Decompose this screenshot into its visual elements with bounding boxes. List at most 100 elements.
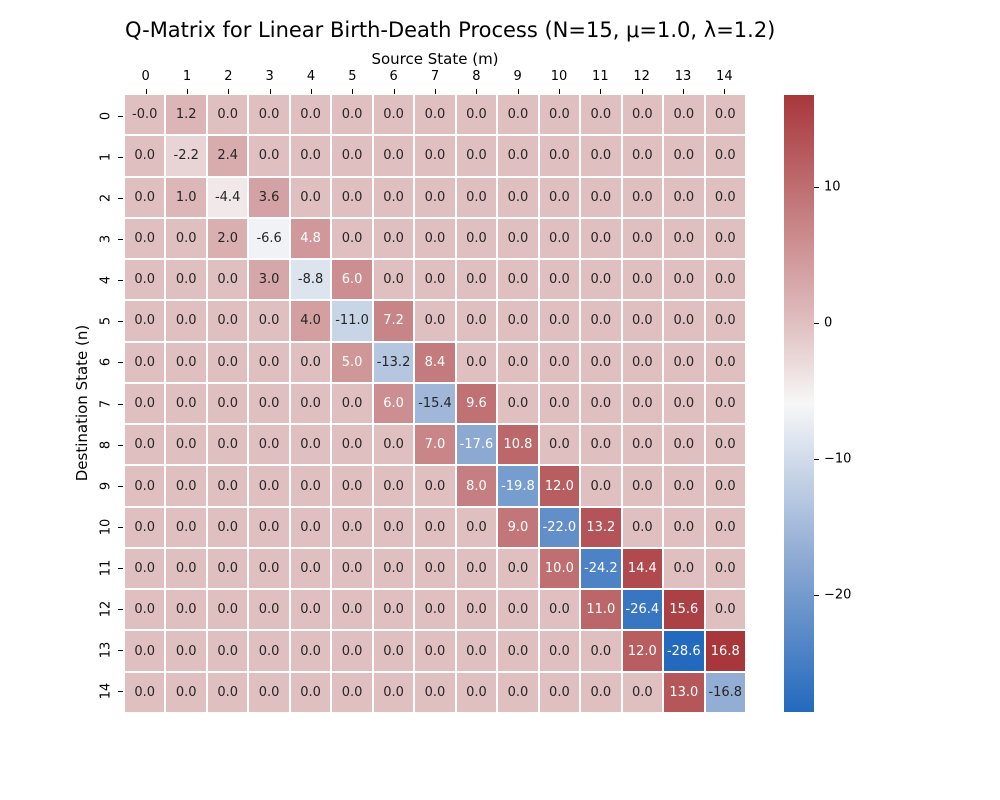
- y-tick-mark: [118, 238, 123, 240]
- x-tick-mark: [352, 89, 354, 94]
- chart-title: Q-Matrix for Linear Birth-Death Process …: [125, 18, 776, 42]
- heatmap-cell: 0.0: [290, 507, 331, 547]
- heatmap-cell: -4.4: [207, 177, 248, 217]
- heatmap-cell: 0.0: [581, 466, 621, 506]
- heatmap-cell: 0.0: [373, 95, 414, 135]
- colorbar-tick-mark: [814, 323, 819, 325]
- y-tick-mark: [118, 650, 123, 652]
- heatmap-cell: 0.0: [207, 548, 248, 589]
- heatmap-cell: -0.0: [125, 95, 165, 135]
- heatmap-cell: 0.0: [622, 672, 663, 712]
- heatmap-cell: 0.0: [125, 507, 165, 547]
- x-tick-label: 13: [674, 69, 692, 84]
- heatmap-cell: 0.0: [456, 260, 497, 300]
- y-tick-mark: [118, 444, 123, 446]
- heatmap-cell: 0.0: [456, 342, 497, 382]
- heatmap-cell: -15.4: [415, 383, 455, 424]
- heatmap-cell: 0.0: [622, 301, 663, 341]
- heatmap-cell: 13.0: [664, 672, 704, 712]
- heatmap-cell: 0.0: [373, 672, 414, 712]
- heatmap-cell: -22.0: [539, 507, 580, 547]
- heatmap-cell: 0.0: [290, 425, 331, 465]
- heatmap-cell: 0.0: [332, 95, 372, 135]
- heatmap-cell: 0.0: [125, 548, 165, 589]
- heatmap-cell: 0.0: [249, 425, 289, 465]
- heatmap-cell: 10.0: [539, 548, 580, 589]
- x-tick-mark: [435, 89, 436, 94]
- heatmap-cell: 12.0: [539, 466, 580, 506]
- heatmap-cell: 0.0: [332, 672, 372, 712]
- heatmap-cell: 0.0: [622, 342, 663, 382]
- heatmap-cell: 0.0: [498, 383, 538, 424]
- heatmap-cell: 0.0: [207, 631, 248, 671]
- y-tick-label: 9: [98, 481, 114, 490]
- x-tick-label: 6: [389, 69, 398, 84]
- colorbar-tick-label: 0: [824, 315, 833, 331]
- y-tick-label: 7: [98, 399, 114, 408]
- heatmap-cell: 0.0: [249, 95, 289, 135]
- heatmap-cell: 0.0: [332, 177, 372, 217]
- y-tick-label: 5: [98, 317, 114, 326]
- heatmap-cell: 0.0: [166, 466, 206, 506]
- heatmap-cell: 0.0: [207, 342, 248, 382]
- heatmap-cell: 0.0: [539, 631, 580, 671]
- y-tick-mark: [118, 362, 123, 364]
- heatmap-cell: 0.0: [622, 136, 663, 176]
- heatmap-cell: 0.0: [539, 342, 580, 382]
- heatmap-cell: 0.0: [705, 136, 745, 176]
- heatmap-cell: 0.0: [664, 507, 704, 547]
- heatmap-cell: 0.0: [539, 177, 580, 217]
- heatmap-cell: 14.4: [622, 548, 663, 589]
- heatmap-cell: 0.0: [705, 177, 745, 217]
- heatmap-cell: 0.0: [705, 95, 745, 135]
- heatmap-cell: 0.0: [581, 342, 621, 382]
- heatmap-cell: 0.0: [373, 590, 414, 630]
- x-tick-mark: [517, 89, 519, 94]
- heatmap-cell: 0.0: [498, 672, 538, 712]
- heatmap-cell: 2.0: [207, 218, 248, 259]
- heatmap-cell: 0.0: [290, 177, 331, 217]
- y-tick-label: 10: [98, 518, 114, 536]
- heatmap-cell: 0.0: [249, 301, 289, 341]
- heatmap-cell: 0.0: [664, 383, 704, 424]
- heatmap-cell: 0.0: [125, 136, 165, 176]
- heatmap-cell: 0.0: [415, 548, 455, 589]
- heatmap-cell: 0.0: [166, 631, 206, 671]
- heatmap-cell: 0.0: [415, 466, 455, 506]
- heatmap-cell: 0.0: [125, 177, 165, 217]
- heatmap-cell: 0.0: [207, 590, 248, 630]
- heatmap-cell: 0.0: [415, 672, 455, 712]
- heatmap-cell: 0.0: [415, 95, 455, 135]
- heatmap-cell: 0.0: [664, 301, 704, 341]
- heatmap-cell: 0.0: [373, 466, 414, 506]
- heatmap-cell: 0.0: [249, 342, 289, 382]
- heatmap-cell: 0.0: [207, 672, 248, 712]
- heatmap-cell: 0.0: [166, 548, 206, 589]
- heatmap-cell: 0.0: [622, 466, 663, 506]
- heatmap-cell: 0.0: [539, 425, 580, 465]
- y-tick-mark: [118, 156, 123, 158]
- heatmap-cell: 0.0: [125, 672, 165, 712]
- heatmap-cell: 0.0: [622, 260, 663, 300]
- heatmap-cell: 0.0: [166, 260, 206, 300]
- heatmap-cell: 6.0: [332, 260, 372, 300]
- heatmap-cell: 0.0: [705, 507, 745, 547]
- heatmap-cell: 0.0: [166, 342, 206, 382]
- colorbar-tick-label: 10: [824, 179, 841, 195]
- heatmap-cell: 0.0: [581, 672, 621, 712]
- heatmap-cell: 0.0: [125, 425, 165, 465]
- x-tick-label: 14: [716, 69, 733, 84]
- heatmap-cell: 0.0: [456, 590, 497, 630]
- heatmap-cell: 0.0: [664, 177, 704, 217]
- heatmap-cell: 0.0: [290, 342, 331, 382]
- heatmap-cell: 0.0: [125, 342, 165, 382]
- heatmap-cell: 0.0: [332, 631, 372, 671]
- heatmap-cell: 0.0: [664, 136, 704, 176]
- heatmap-cell: 0.0: [664, 218, 704, 259]
- heatmap-cell: -16.8: [705, 672, 745, 712]
- heatmap-cell: 5.0: [332, 342, 372, 382]
- heatmap-cell: -6.6: [249, 218, 289, 259]
- y-tick-mark: [118, 609, 123, 611]
- x-tick-label: 7: [430, 69, 440, 84]
- heatmap-cell: 0.0: [249, 383, 289, 424]
